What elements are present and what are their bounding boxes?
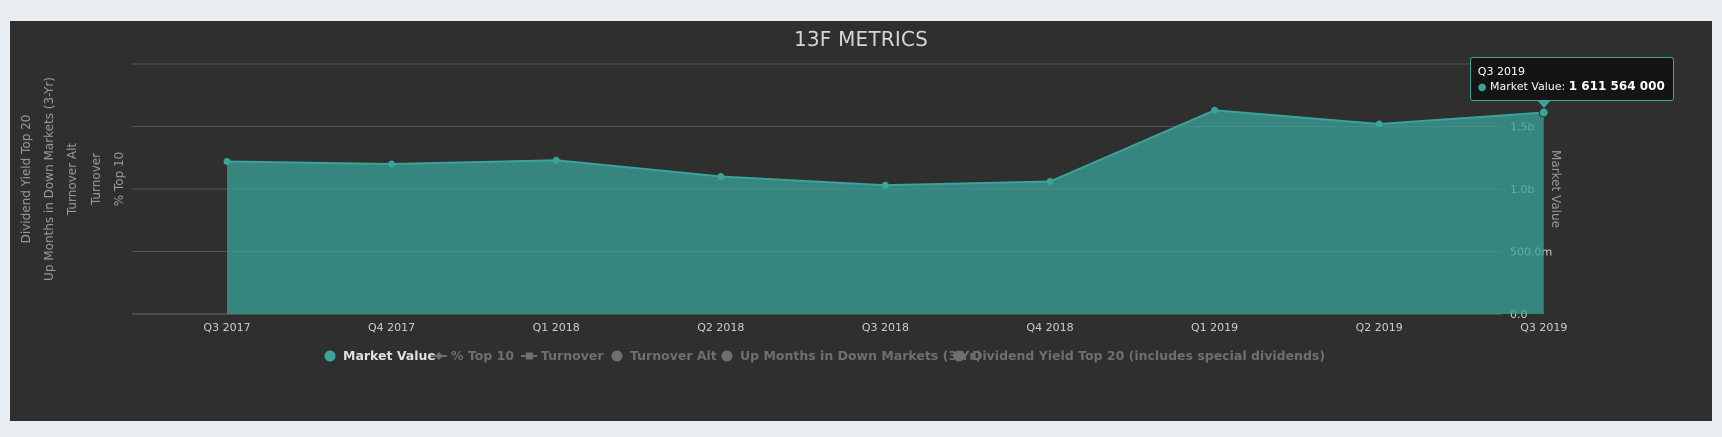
legend-item-label[interactable]: Market Value: [343, 348, 436, 363]
data-point[interactable]: [1211, 106, 1219, 114]
y-axis-title-left: Turnover: [89, 153, 103, 206]
legend-item-label[interactable]: Up Months in Down Markets (3-Yr): [740, 348, 981, 363]
legend-marker-icon[interactable]: [611, 350, 623, 362]
legend-marker-icon[interactable]: [953, 350, 965, 362]
data-point[interactable]: [388, 160, 396, 168]
chart-panel: 13F METRICS 0.0500.0m1.0b1.5b2.0bQ3 2017…: [10, 21, 1712, 421]
x-tick-label: Q1 2019: [1191, 321, 1238, 334]
y-axis-title-left: Up Months in Down Markets (3-Yr): [42, 77, 56, 281]
legend-marker-icon[interactable]: [324, 350, 336, 362]
chart-title: 13F METRICS: [793, 27, 929, 51]
x-tick-label: Q3 2018: [862, 321, 909, 334]
tooltip-series-label: Market Value:: [1490, 79, 1566, 93]
x-tick-label: Q1 2018: [533, 321, 580, 334]
x-tick-label: Q3 2019: [1520, 321, 1567, 334]
data-point[interactable]: [1538, 107, 1549, 118]
y-axis-title-left: Turnover Alt: [65, 143, 79, 217]
data-point[interactable]: [223, 158, 231, 165]
data-point[interactable]: [1046, 178, 1054, 185]
legend-marker-icon[interactable]: [721, 350, 733, 362]
legend-diamond-icon[interactable]: [435, 352, 443, 360]
legend-item-label[interactable]: Turnover Alt: [630, 348, 717, 363]
tooltip-value: 1 611 564 000: [1568, 78, 1665, 93]
data-point[interactable]: [1375, 120, 1383, 128]
x-tick-label: Q4 2017: [368, 321, 415, 334]
data-point[interactable]: [881, 181, 889, 189]
y-axis-title-right: Market Value: [1549, 150, 1563, 228]
x-tick-label: Q4 2018: [1026, 321, 1073, 334]
data-point[interactable]: [552, 156, 560, 164]
tooltip-series-dot-icon: ●: [1477, 81, 1487, 93]
tooltip-category: Q3 2019: [1477, 64, 1525, 78]
y-axis-title-left: Dividend Yield Top 20: [19, 115, 33, 244]
y-axis-title-left: % Top 10: [112, 152, 126, 207]
x-tick-label: Q2 2018: [697, 321, 744, 334]
legend-item-label[interactable]: % Top 10: [451, 348, 514, 363]
tooltip-caret: [1536, 99, 1551, 108]
tooltip-row: ● Market Value: 1 611 564 000: [1478, 79, 1665, 95]
legend-item-label[interactable]: Dividend Yield Top 20 (includes special …: [972, 348, 1325, 363]
legend-item-label[interactable]: Turnover: [541, 348, 604, 363]
data-point[interactable]: [717, 173, 725, 180]
chart-tooltip: Q3 2019 ● Market Value: 1 611 564 000: [1469, 56, 1674, 101]
legend-square-icon[interactable]: [526, 352, 533, 360]
market-value-area: [227, 110, 1544, 314]
x-tick-label: Q3 2017: [203, 321, 250, 334]
x-tick-label: Q2 2019: [1356, 321, 1403, 334]
